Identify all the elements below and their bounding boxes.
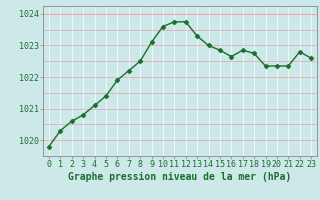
X-axis label: Graphe pression niveau de la mer (hPa): Graphe pression niveau de la mer (hPa) (68, 172, 292, 182)
